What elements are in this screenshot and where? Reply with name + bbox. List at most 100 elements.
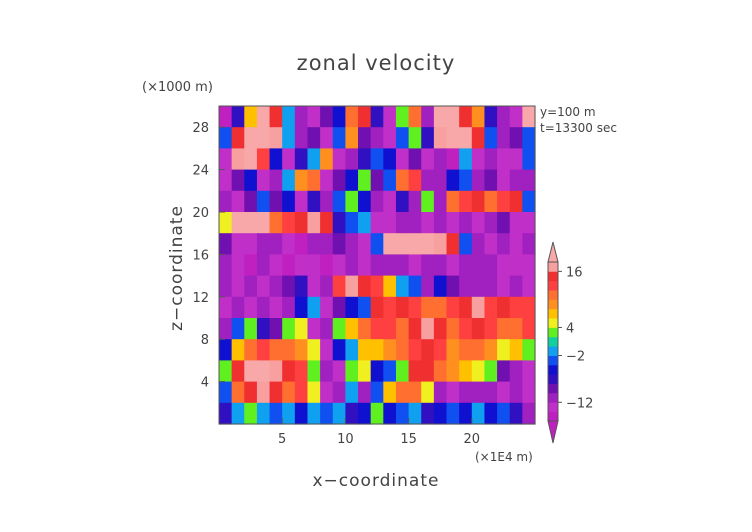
heatmap-cell xyxy=(522,339,536,361)
y-unit-label: (×1000 m) xyxy=(142,80,213,95)
heatmap-cell xyxy=(294,190,309,213)
colorbar: 16 4 −2 −12 xyxy=(547,241,593,444)
heatmap-cell xyxy=(421,127,435,149)
heatmap-cell xyxy=(370,339,384,361)
heatmap-cell xyxy=(421,254,435,277)
heatmap-cell xyxy=(219,212,233,234)
heatmap-cell xyxy=(408,339,422,361)
colorbar-segment xyxy=(548,336,558,347)
heatmap-cell xyxy=(219,296,233,319)
heatmap-cell xyxy=(459,381,473,404)
heatmap-cell xyxy=(332,360,346,383)
heatmap-cell xyxy=(383,212,397,234)
heatmap-cell xyxy=(395,360,410,383)
heatmap-cell xyxy=(332,233,346,255)
heatmap-cell xyxy=(358,339,372,361)
heatmap-cell xyxy=(408,233,422,255)
heatmap-cell xyxy=(408,254,422,277)
heatmap-cell xyxy=(294,402,309,425)
heatmap-cell xyxy=(332,402,346,425)
heatmap-cell xyxy=(484,212,498,234)
heatmap-cell xyxy=(471,169,486,192)
heatmap-cell xyxy=(282,254,296,277)
heatmap-cell xyxy=(383,381,397,404)
heatmap-cell xyxy=(269,381,283,404)
heatmap-cell xyxy=(446,296,460,319)
heatmap-cell xyxy=(433,190,448,213)
colorbar-segment xyxy=(548,402,558,413)
colorbar-segment xyxy=(548,299,558,310)
heatmap-cell xyxy=(433,296,448,319)
heatmap-cell xyxy=(395,339,410,361)
heatmap-cell xyxy=(395,169,410,192)
heatmap-cell xyxy=(509,360,523,383)
heatmap-cell xyxy=(484,318,498,340)
heatmap-cell xyxy=(471,233,486,255)
heatmap-cell xyxy=(408,381,422,404)
annotation-t: t=13300 sec xyxy=(540,121,617,135)
heatmap-cell xyxy=(471,254,486,277)
heatmap-cell xyxy=(395,190,410,213)
colorbar-tick-label: 16 xyxy=(566,265,583,280)
x-axis-title: x−coordinate xyxy=(313,471,440,491)
heatmap-cell xyxy=(219,254,233,277)
heatmap-cell xyxy=(433,212,448,234)
heatmap-cell xyxy=(370,233,384,255)
heatmap-cell xyxy=(459,402,473,425)
heatmap-cell xyxy=(421,275,435,298)
y-tick-label: 8 xyxy=(201,333,209,348)
heatmap-cell xyxy=(231,381,245,404)
heatmap-cell xyxy=(282,402,296,425)
heatmap-cell xyxy=(332,296,346,319)
heatmap-cell xyxy=(307,402,321,425)
colorbar-segment xyxy=(548,290,558,300)
heatmap-cell xyxy=(307,212,321,234)
heatmap-cell xyxy=(509,148,523,171)
heatmap-cell xyxy=(294,127,309,149)
heatmap-cell xyxy=(484,254,498,277)
heatmap-cell xyxy=(244,381,258,404)
heatmap-cell xyxy=(383,190,397,213)
heatmap-cell xyxy=(244,296,258,319)
heatmap-cell xyxy=(345,212,359,234)
heatmap-cell xyxy=(370,296,384,319)
heatmap-cell xyxy=(395,402,410,425)
heatmap-cell xyxy=(370,212,384,234)
heatmap-cell xyxy=(282,233,296,255)
heatmap-cell xyxy=(358,381,372,404)
heatmap-cell xyxy=(294,296,309,319)
heatmap-cell xyxy=(294,212,309,234)
heatmap-cell xyxy=(383,402,397,425)
heatmap-cell xyxy=(294,275,309,298)
heatmap-cell xyxy=(332,148,346,171)
heatmap-cell xyxy=(269,106,283,128)
heatmap-cell xyxy=(358,254,372,277)
x-tick-label: 5 xyxy=(278,432,286,447)
heatmap-cell xyxy=(269,360,283,383)
heatmap-cell xyxy=(256,212,271,234)
heatmap-cell xyxy=(421,169,435,192)
heatmap-cell xyxy=(446,360,460,383)
heatmap-cell xyxy=(370,169,384,192)
heatmap-cell xyxy=(433,254,448,277)
heatmap-cell xyxy=(421,233,435,255)
heatmap-cell xyxy=(408,148,422,171)
heatmap-cell xyxy=(395,318,410,340)
heatmap-cell xyxy=(408,402,422,425)
heatmap-cell xyxy=(256,127,271,149)
heatmap-cell xyxy=(459,212,473,234)
heatmap-cell xyxy=(282,296,296,319)
heatmap-cell xyxy=(269,339,283,361)
heatmap-cell xyxy=(332,339,346,361)
heatmap-cell xyxy=(307,381,321,404)
heatmap-cell xyxy=(459,106,473,128)
heatmap-cell xyxy=(307,190,321,213)
heatmap-cell xyxy=(320,254,334,277)
heatmap-cell xyxy=(370,318,384,340)
heatmap-cell xyxy=(219,127,233,149)
y-tick-label: 12 xyxy=(192,291,209,306)
heatmap-cell xyxy=(358,212,372,234)
heatmap-cell xyxy=(294,318,309,340)
heatmap-cell xyxy=(471,296,486,319)
heatmap-cell xyxy=(219,190,233,213)
